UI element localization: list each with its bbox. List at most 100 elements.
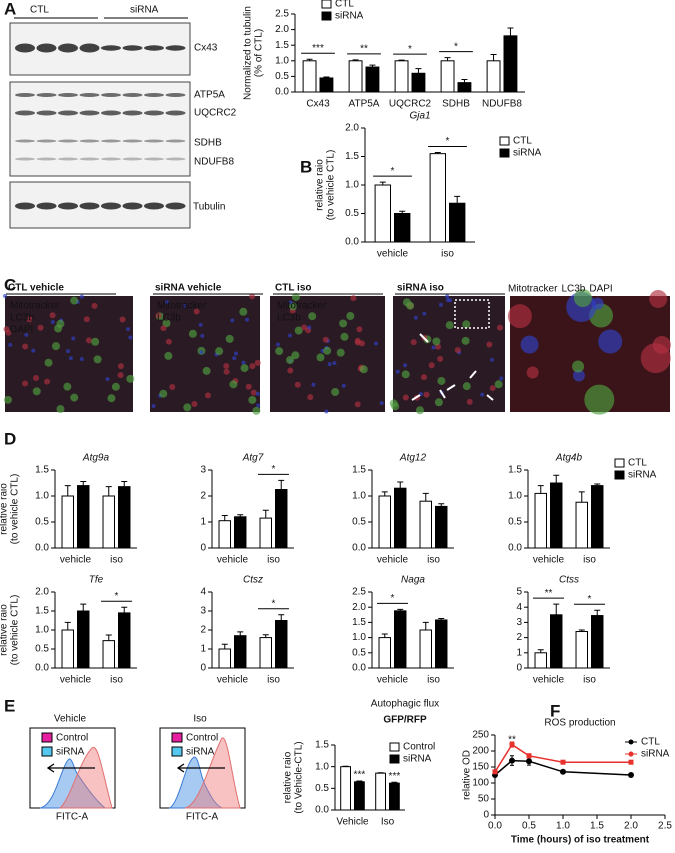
blot-band <box>165 45 186 51</box>
y-tick-label: 2.0 <box>35 587 49 598</box>
blot-band <box>58 202 78 210</box>
cell <box>331 387 340 396</box>
x-tick-label: Iso <box>381 817 395 828</box>
cell <box>164 351 173 360</box>
cell <box>63 382 72 391</box>
cell <box>507 304 532 329</box>
error-bar <box>323 76 330 78</box>
y-tick-label: 1.5 <box>275 40 289 51</box>
error-bar <box>105 486 112 496</box>
error-bar <box>262 634 269 638</box>
cell <box>275 347 284 356</box>
cell <box>437 355 444 362</box>
error-bar <box>262 509 269 519</box>
bar <box>319 77 334 93</box>
cell <box>165 300 170 305</box>
cell <box>239 307 248 316</box>
bar <box>534 652 548 669</box>
legend-swatch <box>614 470 625 480</box>
cell <box>294 381 301 388</box>
blot-band <box>15 93 35 97</box>
error-bar <box>381 491 388 496</box>
blot-band <box>101 139 121 143</box>
cell <box>111 382 120 391</box>
x-tick-label: 0.0 <box>488 821 502 832</box>
blot-band <box>79 110 100 116</box>
y-tick-label: 1 <box>200 517 206 528</box>
chart-title: ROS production <box>544 718 615 729</box>
y-tick-label: 0.0 <box>315 805 329 816</box>
panel-label: C <box>4 275 16 294</box>
cell <box>401 370 410 379</box>
cell <box>240 364 249 373</box>
bar <box>389 782 400 811</box>
y-tick-label: 1 <box>200 644 206 655</box>
blot-band <box>79 93 100 97</box>
bar <box>118 486 131 549</box>
y-tick-label: 0.5 <box>275 71 289 82</box>
error-bar <box>237 514 244 517</box>
blot-band <box>36 43 57 53</box>
y-tick-label: 0.0 <box>352 663 366 674</box>
blot-band <box>36 157 57 161</box>
blot-band <box>79 139 100 143</box>
cell <box>373 341 378 346</box>
chart-title: Atg7 <box>242 453 264 464</box>
band-label: ATP5A <box>194 90 225 101</box>
y-tick-label: 200 <box>472 746 489 757</box>
y-tick-label: 0.5 <box>315 783 329 794</box>
cell <box>160 325 167 332</box>
bar <box>259 637 272 669</box>
cell <box>71 336 76 341</box>
cell <box>428 362 435 369</box>
y-tick-label: 0.0 <box>508 543 522 554</box>
error-bar <box>278 479 285 490</box>
stain-label: LC3b <box>157 313 181 324</box>
cell <box>245 317 250 322</box>
significance: * <box>115 591 119 602</box>
cell <box>307 325 312 330</box>
cell <box>291 292 300 301</box>
cell <box>183 403 192 412</box>
point <box>509 742 515 748</box>
cell <box>70 393 79 402</box>
bar <box>394 213 411 243</box>
blot-band <box>144 93 164 97</box>
y-tick-label: 2.0 <box>345 123 359 134</box>
legend-label: siRNA <box>628 470 657 481</box>
y-tick-label: 1.0 <box>345 180 359 191</box>
y-tick-label: 1.0 <box>35 491 49 502</box>
micrograph <box>5 296 133 412</box>
cell <box>466 398 473 405</box>
legend-label: siRNA <box>335 11 364 22</box>
cell <box>8 342 13 347</box>
cell <box>286 356 295 365</box>
flow-title: Vehicle <box>54 714 87 725</box>
blot-band <box>36 110 57 116</box>
x-tick-label: iso <box>267 675 280 686</box>
stain-label: DAPI <box>10 325 33 336</box>
arrow <box>486 394 494 401</box>
cell <box>254 359 261 366</box>
y-tick-label: 3 <box>200 606 206 617</box>
flow-legend: Control <box>56 733 88 744</box>
cell <box>445 294 450 299</box>
error-bar <box>352 59 359 61</box>
blot-band <box>58 110 78 116</box>
cell <box>162 319 171 328</box>
cell <box>445 321 454 330</box>
cell <box>105 377 110 382</box>
blot-band <box>101 202 121 210</box>
legend-swatch <box>321 0 332 9</box>
cell <box>339 319 348 328</box>
band-label: Tubulin <box>193 202 225 213</box>
blot-band <box>165 93 186 97</box>
y-tick-label: 0 <box>200 663 206 674</box>
cell <box>395 369 400 374</box>
y-tick-label: 1.0 <box>315 761 329 772</box>
bar <box>591 615 604 669</box>
y-tick-label: 0.5 <box>352 517 366 528</box>
cell <box>66 349 71 354</box>
blot-band <box>144 157 164 161</box>
arrow <box>419 333 429 343</box>
